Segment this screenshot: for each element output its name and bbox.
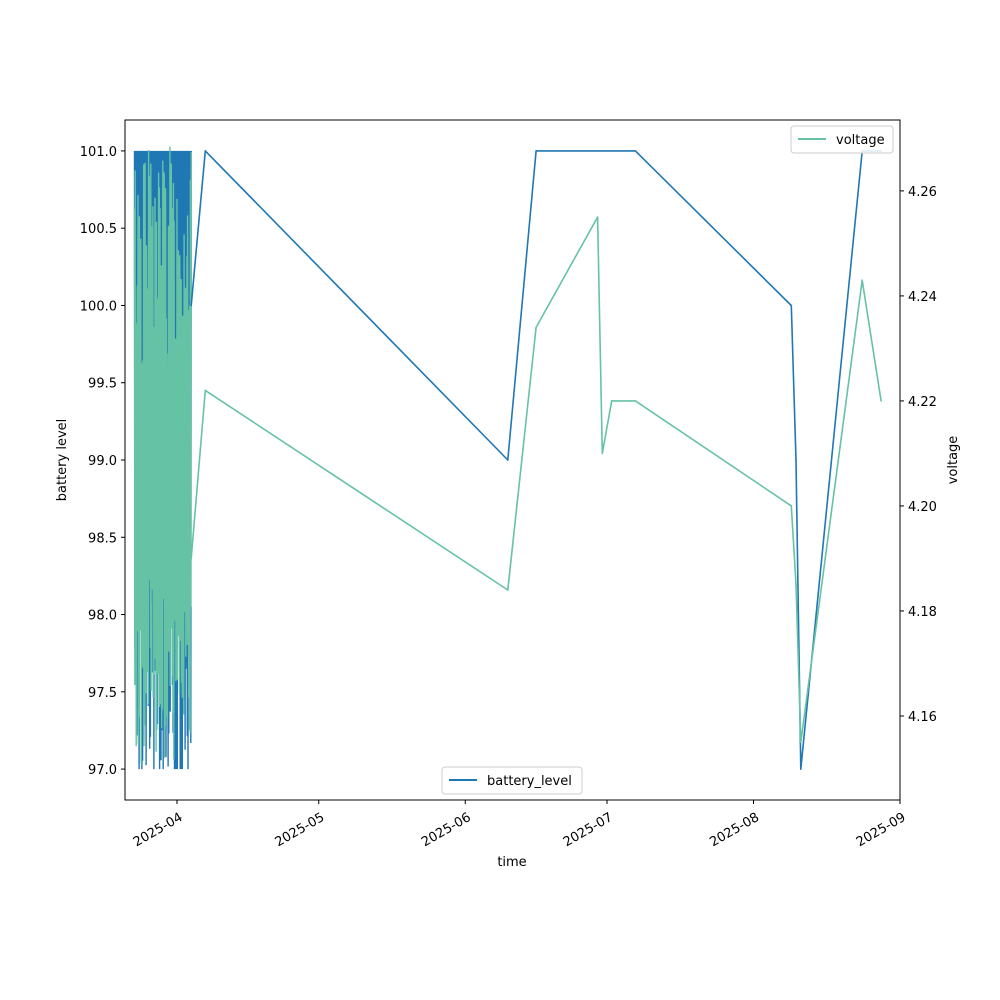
data-point-voltage (634, 400, 637, 402)
y-right-tick-label: 4.26 (908, 185, 937, 200)
legend-label-battery-level: battery_level (487, 774, 572, 789)
y-right-tick-label: 4.20 (908, 500, 937, 515)
data-point-battery-level (795, 459, 797, 461)
series-line-battery-level (190, 150, 882, 770)
x-axis-title: time (497, 855, 526, 870)
legend-battery-level: battery_level (441, 766, 583, 795)
y-right-axis-title: voltage (946, 436, 961, 485)
plot-area (125, 120, 900, 800)
y-left-tick-label: 98.5 (88, 531, 117, 546)
y-right-tick-label: 4.18 (908, 605, 937, 620)
legend-box (790, 125, 894, 154)
dense-band-voltage (133, 146, 192, 764)
y-left-tick-label: 97.0 (88, 763, 117, 778)
y-left-tick-label: 98.0 (88, 609, 117, 624)
y-left-tick-label: 99.5 (88, 377, 117, 392)
y-left-axis-ticks: 97.0 97.5 98.0 98.5 99.0 99.5 100.0 100.5 101.0 (80, 145, 125, 778)
legend-voltage: voltage (790, 125, 894, 154)
legend-label-voltage: voltage (836, 133, 885, 148)
data-point-voltage (861, 279, 863, 282)
data-point-battery-level (634, 150, 637, 152)
data-point-voltage (596, 216, 599, 218)
data-point-voltage (601, 452, 604, 455)
data-point-voltage (610, 400, 613, 402)
series-lines (190, 150, 882, 770)
dense-bands (133, 146, 192, 770)
data-point-voltage (790, 505, 793, 507)
data-point-voltage (535, 326, 537, 329)
data-point-voltage (190, 557, 192, 560)
y-right-tick-label: 4.16 (908, 710, 937, 725)
y-right-tick-label: 4.22 (908, 395, 937, 410)
y-left-tick-label: 101.0 (80, 145, 117, 160)
y-left-tick-label: 97.5 (88, 686, 117, 701)
y-left-tick-label: 100.5 (80, 222, 117, 237)
data-point-voltage (204, 389, 207, 392)
data-point-voltage (507, 589, 509, 591)
data-point-battery-level (507, 459, 509, 461)
y-right-axis-ticks: 4.16 4.18 4.20 4.22 4.24 4.26 (900, 185, 937, 725)
y-left-tick-label: 99.0 (88, 454, 117, 469)
data-point-battery-level (190, 304, 192, 307)
data-point-battery-level (535, 150, 537, 152)
legend-box (441, 766, 583, 795)
data-point-voltage (800, 741, 802, 743)
data-point-battery-level (790, 304, 793, 307)
y-right-tick-label: 4.24 (908, 290, 937, 305)
y-left-axis-title: battery level (55, 419, 70, 502)
y-left-tick-label: 100.0 (80, 299, 117, 314)
data-point-voltage (795, 583, 797, 586)
data-point-battery-level (204, 150, 207, 152)
data-point-battery-level (800, 768, 802, 770)
data-point-voltage (880, 400, 882, 402)
